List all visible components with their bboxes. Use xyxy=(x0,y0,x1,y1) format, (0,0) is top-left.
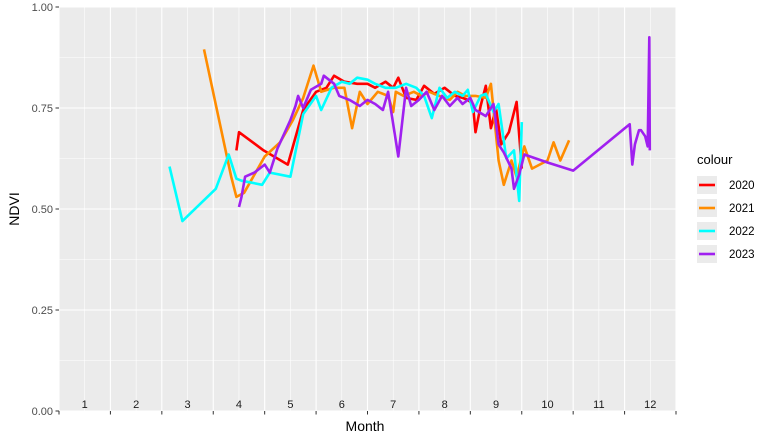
legend-label-2023: 2023 xyxy=(729,249,755,261)
month-label: 6 xyxy=(339,399,345,411)
month-label: 7 xyxy=(390,399,396,411)
month-label: 4 xyxy=(236,399,242,411)
month-label: 12 xyxy=(644,399,656,411)
y-tick-label: 0.00 xyxy=(32,406,53,418)
legend-label-2021: 2021 xyxy=(729,203,755,215)
y-axis: 0.00 0.25 0.50 0.75 1.00 xyxy=(32,2,59,418)
legend-title: colour xyxy=(697,152,733,167)
legend-label-2020: 2020 xyxy=(729,180,755,192)
y-tick-label: 0.25 xyxy=(32,305,53,317)
y-axis-title: NDVI xyxy=(6,192,22,225)
month-label: 3 xyxy=(184,399,190,411)
month-label: 8 xyxy=(442,399,448,411)
series-line-2023 xyxy=(237,36,652,208)
legend: colour 2020 2021 2022 2023 xyxy=(697,152,755,263)
x-axis xyxy=(58,411,677,415)
month-labels: 1 2 3 4 5 6 7 8 9 10 11 12 xyxy=(82,399,657,411)
month-label: 9 xyxy=(493,399,499,411)
x-axis-title: Month xyxy=(346,418,385,434)
month-label: 2 xyxy=(133,399,139,411)
month-label: 11 xyxy=(593,399,604,411)
month-label: 10 xyxy=(541,399,553,411)
series-lines xyxy=(168,36,652,223)
month-label: 5 xyxy=(287,399,293,411)
month-label: 1 xyxy=(82,399,88,411)
y-tick-label: 1.00 xyxy=(32,2,53,14)
y-tick-label: 0.50 xyxy=(32,204,53,216)
legend-label-2022: 2022 xyxy=(729,226,755,238)
series-line-2022 xyxy=(168,76,524,223)
y-tick-label: 0.75 xyxy=(32,103,53,115)
